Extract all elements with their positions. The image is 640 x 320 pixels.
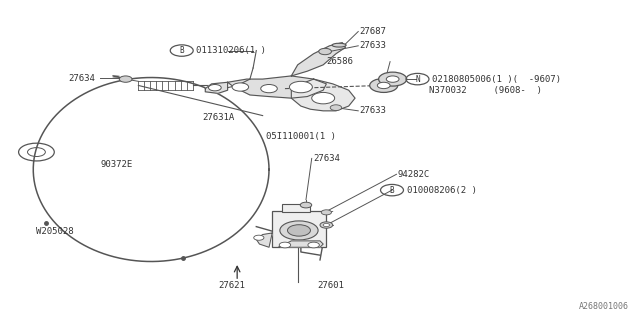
Text: 94282C: 94282C (397, 170, 429, 179)
Ellipse shape (332, 43, 346, 47)
Circle shape (323, 223, 330, 227)
Text: 27621: 27621 (218, 281, 245, 290)
FancyBboxPatch shape (272, 211, 326, 247)
Polygon shape (256, 233, 272, 247)
Text: W205028: W205028 (36, 227, 74, 236)
Circle shape (209, 84, 221, 91)
Text: 27633: 27633 (360, 41, 387, 50)
Circle shape (370, 78, 397, 92)
Text: 010008206(2 ): 010008206(2 ) (406, 186, 477, 195)
Circle shape (379, 72, 406, 86)
Circle shape (387, 76, 399, 82)
Text: 05I110001(1 ): 05I110001(1 ) (266, 132, 336, 141)
Circle shape (312, 92, 335, 104)
Circle shape (119, 76, 132, 82)
Text: 26586: 26586 (326, 57, 353, 66)
Circle shape (289, 81, 312, 93)
Text: N370032     (9608-  ): N370032 (9608- ) (429, 86, 542, 95)
Circle shape (308, 242, 319, 248)
Polygon shape (205, 82, 228, 93)
Polygon shape (278, 241, 323, 247)
Text: 27634: 27634 (313, 154, 340, 163)
Polygon shape (228, 76, 326, 98)
FancyBboxPatch shape (282, 204, 310, 212)
Text: 27601: 27601 (317, 281, 344, 290)
Circle shape (319, 48, 332, 55)
Text: B: B (390, 186, 394, 195)
Text: 011310206(1 ): 011310206(1 ) (196, 46, 266, 55)
Circle shape (260, 84, 277, 93)
Text: 02180805006(1 )(  -9607): 02180805006(1 )( -9607) (432, 75, 561, 84)
Text: B: B (179, 46, 184, 55)
Circle shape (279, 242, 291, 248)
Text: A268001006: A268001006 (579, 302, 629, 311)
Text: 27631A: 27631A (202, 113, 234, 122)
Text: 27687: 27687 (360, 27, 387, 36)
Text: 90372E: 90372E (100, 160, 132, 169)
Circle shape (378, 82, 390, 89)
Circle shape (253, 235, 264, 240)
Circle shape (330, 105, 342, 110)
Circle shape (321, 210, 332, 215)
Circle shape (287, 225, 310, 236)
Text: 27633: 27633 (360, 106, 387, 115)
Circle shape (300, 202, 312, 208)
Circle shape (280, 221, 318, 240)
Text: N: N (415, 75, 420, 84)
Polygon shape (291, 79, 355, 111)
Circle shape (232, 83, 248, 91)
Text: 27634: 27634 (68, 74, 95, 83)
Polygon shape (291, 43, 346, 76)
Circle shape (320, 222, 333, 228)
